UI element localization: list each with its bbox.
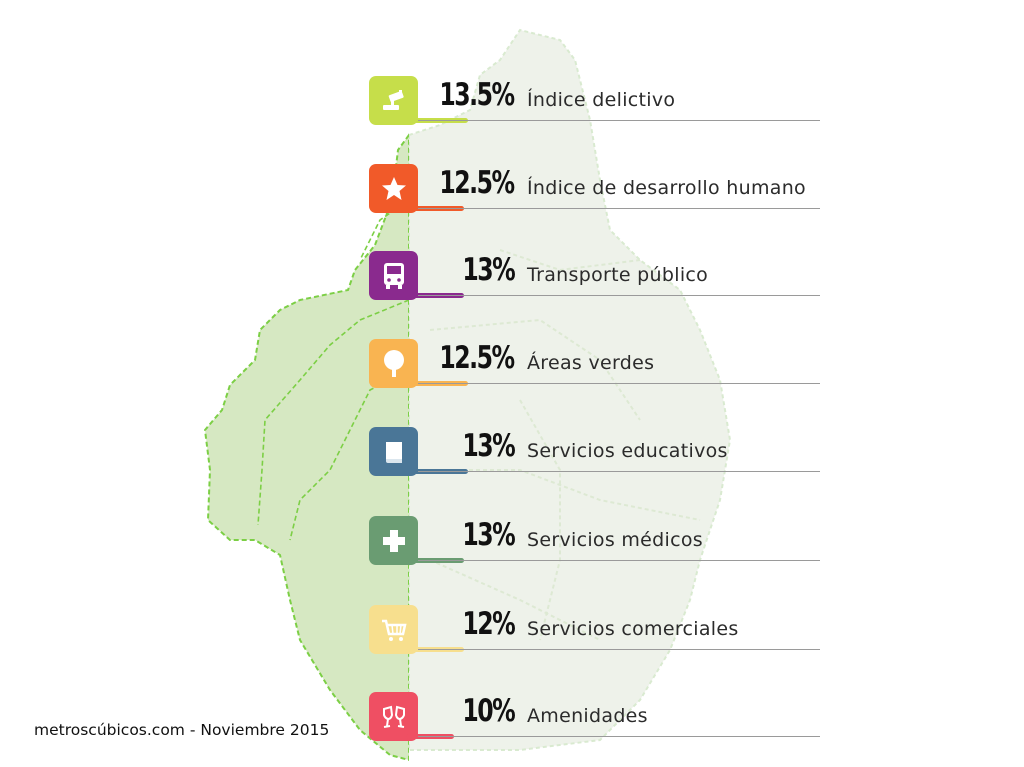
percentage-value: 13%: [462, 252, 515, 288]
metric-row-desarrollo-humano: 12.5% Índice de desarrollo humano: [0, 164, 1024, 224]
security-camera-icon: [382, 89, 404, 110]
divider-line: [418, 471, 820, 472]
divider-line: [418, 736, 820, 737]
divider-line: [418, 560, 820, 561]
metric-row-areas-verdes: 12.5% Áreas verdes: [0, 339, 1024, 399]
metric-label: Servicios comerciales: [527, 618, 739, 640]
metric-row-transporte: 13% Transporte público: [0, 251, 1024, 311]
person-star-icon: [381, 176, 406, 200]
percentage-value: 10%: [462, 693, 515, 729]
icon-tile: [369, 692, 418, 741]
divider-line: [418, 649, 820, 650]
metric-row-comerciales: 12% Servicios comerciales: [0, 605, 1024, 665]
percentage-value: 13%: [462, 517, 515, 553]
shopping-cart-icon: [381, 619, 407, 641]
metric-label: Servicios educativos: [527, 440, 728, 462]
icon-tile: [369, 605, 418, 654]
percentage-value: 12%: [462, 606, 515, 642]
metric-row-indice-delictivo: 13.5% Índice delictivo: [0, 76, 1024, 136]
medical-cross-icon: [382, 529, 405, 552]
book-icon: [385, 441, 402, 463]
metric-label: Áreas verdes: [527, 352, 655, 374]
metric-row-educativos: 13% Servicios educativos: [0, 427, 1024, 487]
icon-tile: [369, 251, 418, 300]
percentage-value: 13.5%: [439, 77, 516, 113]
icon-tile: [369, 427, 418, 476]
metric-label: Servicios médicos: [527, 529, 703, 551]
metric-row-amenidades: 10% Amenidades: [0, 692, 1024, 752]
divider-line: [418, 208, 820, 209]
icon-tile: [369, 339, 418, 388]
metric-label: Amenidades: [527, 705, 648, 727]
bus-icon: [383, 262, 404, 289]
metric-row-medicos: 13% Servicios médicos: [0, 516, 1024, 576]
metric-label: Índice de desarrollo humano: [527, 177, 806, 199]
tree-icon: [383, 349, 404, 377]
source-credit: metroscúbicos.com - Noviembre 2015: [34, 721, 330, 739]
divider-line: [418, 120, 820, 121]
percentage-value: 12.5%: [439, 165, 516, 201]
percentage-value: 13%: [462, 428, 515, 464]
toast-glasses-icon: [382, 705, 405, 728]
divider-line: [418, 295, 820, 296]
divider-line: [418, 383, 820, 384]
metric-label: Transporte público: [527, 264, 709, 286]
percentage-value: 12.5%: [439, 340, 516, 376]
icon-tile: [369, 516, 418, 565]
icon-tile: [369, 164, 418, 213]
icon-tile: [369, 76, 418, 125]
metric-label: Índice delictivo: [527, 89, 676, 111]
